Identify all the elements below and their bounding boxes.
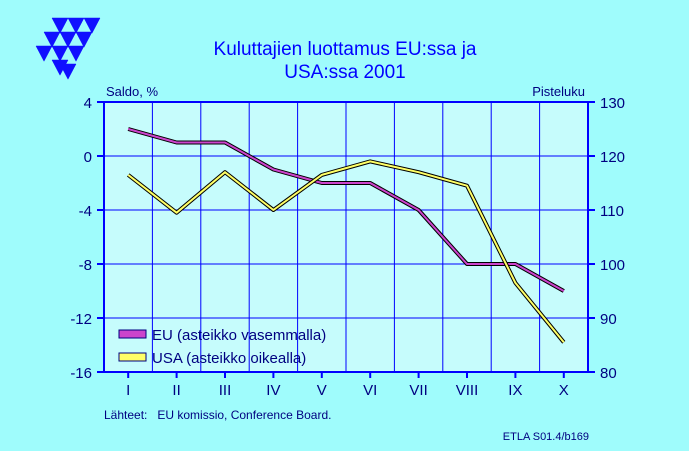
sources-note: Lähteet: EU komissio, Conference Board. — [104, 408, 331, 422]
legend-label-usa: USA (asteikko oikealla) — [152, 350, 306, 367]
y-left-tick-label: 0 — [84, 149, 92, 166]
y-right-tick-label: 90 — [600, 311, 617, 328]
chart-code: ETLA S01.4/b169 — [503, 431, 589, 443]
x-tick-label: V — [317, 382, 327, 399]
y-left-tick-label: -12 — [70, 311, 92, 328]
legend: EU (asteikko vasemmalla) USA (asteikko o… — [118, 327, 326, 367]
x-tick-label: X — [559, 382, 569, 399]
logo-triangle — [59, 63, 77, 80]
series-lines — [126, 127, 566, 344]
x-tick-label: IV — [266, 382, 280, 399]
x-tick-label: VI — [363, 382, 377, 399]
y-right-tick-label: 120 — [600, 149, 625, 166]
x-tick-label: VIII — [456, 382, 479, 399]
logo-triangle — [75, 31, 93, 48]
y-axis-left-label: Saldo, % — [106, 84, 158, 99]
x-tick-label: I — [126, 382, 130, 399]
y-right-tick-label: 130 — [600, 95, 625, 112]
logo-triangle — [43, 31, 61, 48]
y-left-tick-label: -4 — [79, 203, 92, 220]
y-axis-right-label: Pisteluku — [532, 84, 585, 99]
y-left-tick-label: -16 — [70, 365, 92, 382]
logo-triangle — [51, 45, 69, 62]
etla-triangles-logo-icon — [35, 17, 101, 80]
logo-triangle — [67, 45, 85, 62]
y-left-tick-label: 4 — [84, 95, 92, 112]
y-right-tick-label: 80 — [600, 365, 617, 382]
y-right-tick-label: 100 — [600, 257, 625, 274]
x-tick-label: IX — [508, 382, 522, 399]
logo-triangle — [67, 17, 85, 34]
legend-label-eu: EU (asteikko vasemmalla) — [152, 327, 326, 344]
logo-triangle — [59, 31, 77, 48]
legend-swatch-usa — [118, 352, 147, 362]
x-tick-label: II — [172, 382, 180, 399]
y-right-tick-label: 110 — [600, 203, 624, 220]
chart-title-line-1: Kuluttajien luottamus EU:ssa ja — [214, 39, 477, 60]
y-left-tick-label: -8 — [79, 257, 92, 274]
logo-triangle — [35, 45, 53, 62]
x-tick-label: III — [219, 382, 232, 399]
legend-swatch-eu — [118, 329, 147, 339]
chart-title-line-2: USA:ssa 2001 — [284, 62, 405, 83]
grid-lines — [104, 102, 588, 372]
x-tick-label: VII — [409, 382, 427, 399]
series-line-usa — [127, 160, 565, 343]
series-line-eu — [127, 128, 565, 292]
logo-triangle — [51, 17, 69, 34]
logo-triangle — [83, 17, 101, 34]
